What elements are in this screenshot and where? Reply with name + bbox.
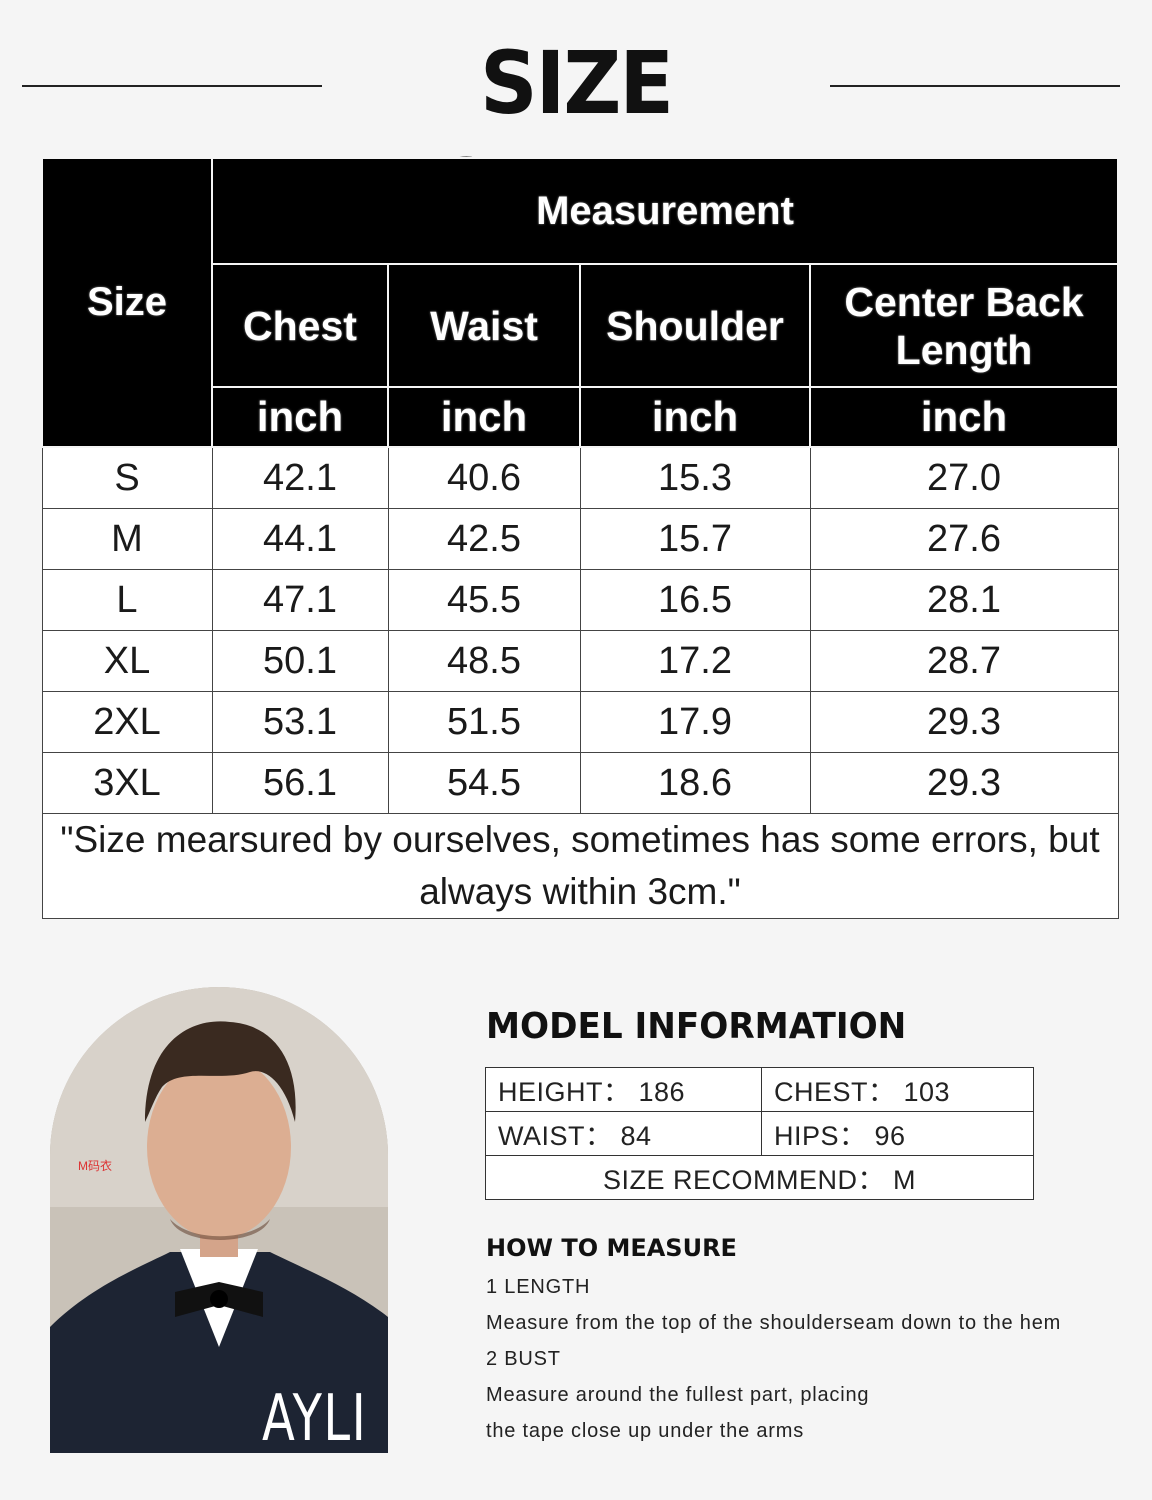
length-cell: 28.1 xyxy=(809,569,1119,631)
chest-cell: 50.1 xyxy=(211,630,389,692)
table-row: XL 50.1 48.5 17.2 28.7 xyxy=(41,630,1119,692)
length-cell: 27.6 xyxy=(809,508,1119,570)
shoulder-cell: 17.2 xyxy=(579,630,811,692)
brand-logo: AYLI xyxy=(262,1382,368,1453)
model-waist: WAIST： 84 xyxy=(485,1111,762,1156)
waist-cell: 45.5 xyxy=(387,569,581,631)
shoulder-cell: 15.3 xyxy=(579,446,811,509)
title-divider-right xyxy=(830,85,1120,87)
title-divider-left xyxy=(22,85,322,87)
unit-header: inch xyxy=(387,386,581,448)
size-cell: S xyxy=(41,446,213,509)
table-row: 2XL 53.1 51.5 17.9 29.3 xyxy=(41,691,1119,753)
chest-cell: 53.1 xyxy=(211,691,389,753)
chest-cell: 56.1 xyxy=(211,752,389,814)
table-row: L 47.1 45.5 16.5 28.1 xyxy=(41,569,1119,631)
waist-cell: 48.5 xyxy=(387,630,581,692)
size-tag: M码衣 xyxy=(78,1159,112,1173)
waist-cell: 51.5 xyxy=(387,691,581,753)
measure-instruction: Measure from the top of the shoulderseam… xyxy=(486,1312,1062,1334)
measure-step-length: 1 LENGTH xyxy=(486,1276,591,1298)
model-chest: CHEST： 103 xyxy=(761,1067,1034,1112)
column-header-chest: Chest xyxy=(211,263,389,388)
length-cell: 27.0 xyxy=(809,446,1119,509)
how-to-measure-title: HOW TO MEASURE xyxy=(486,1234,737,1262)
measurement-header: Measurement xyxy=(211,157,1119,265)
measure-step-bust: 2 BUST xyxy=(486,1348,561,1370)
size-cell: 3XL xyxy=(41,752,213,814)
size-chart-table: Size Measurement Chest Waist Shoulder Ce… xyxy=(41,157,1119,919)
model-hips: HIPS： 96 xyxy=(761,1111,1034,1156)
column-header-waist: Waist xyxy=(387,263,581,388)
shoulder-cell: 16.5 xyxy=(579,569,811,631)
length-cell: 28.7 xyxy=(809,630,1119,692)
size-cell: 2XL xyxy=(41,691,213,753)
chest-cell: 42.1 xyxy=(211,446,389,509)
model-photo: M码衣 AYLI xyxy=(50,987,388,1453)
shoulder-cell: 17.9 xyxy=(579,691,811,753)
table-row: 3XL 56.1 54.5 18.6 29.3 xyxy=(41,752,1119,814)
size-cell: L xyxy=(41,569,213,631)
model-height: HEIGHT： 186 xyxy=(485,1067,762,1112)
waist-cell: 42.5 xyxy=(387,508,581,570)
length-cell: 29.3 xyxy=(809,691,1119,753)
waist-cell: 54.5 xyxy=(387,752,581,814)
unit-header: inch xyxy=(809,386,1119,448)
chest-cell: 47.1 xyxy=(211,569,389,631)
table-row: M 44.1 42.5 15.7 27.6 xyxy=(41,508,1119,570)
measure-instruction: the tape close up under the arms xyxy=(486,1420,805,1442)
size-header: Size xyxy=(41,157,213,448)
size-cell: XL xyxy=(41,630,213,692)
measure-instruction: Measure around the fullest part, placing xyxy=(486,1384,870,1406)
size-recommend: SIZE RECOMMEND： M xyxy=(485,1155,1034,1200)
shoulder-cell: 18.6 xyxy=(579,752,811,814)
model-info-title: MODEL INFORMATION xyxy=(486,1006,907,1047)
measurement-note: "Size mearsured by ourselves, sometimes … xyxy=(41,813,1119,919)
title-bar: SIZE CHART xyxy=(0,30,1152,242)
column-header-center-back-length: Center Back Length xyxy=(809,263,1119,388)
waist-cell: 40.6 xyxy=(387,446,581,509)
size-cell: M xyxy=(41,508,213,570)
table-row: S 42.1 40.6 15.3 27.0 xyxy=(41,446,1119,509)
model-info-table: HEIGHT： 186 CHEST： 103 WAIST： 84 HIPS： 9… xyxy=(485,1067,1034,1200)
column-header-shoulder: Shoulder xyxy=(579,263,811,388)
unit-header: inch xyxy=(211,386,389,448)
unit-header: inch xyxy=(579,386,811,448)
shoulder-cell: 15.7 xyxy=(579,508,811,570)
length-cell: 29.3 xyxy=(809,752,1119,814)
chest-cell: 44.1 xyxy=(211,508,389,570)
